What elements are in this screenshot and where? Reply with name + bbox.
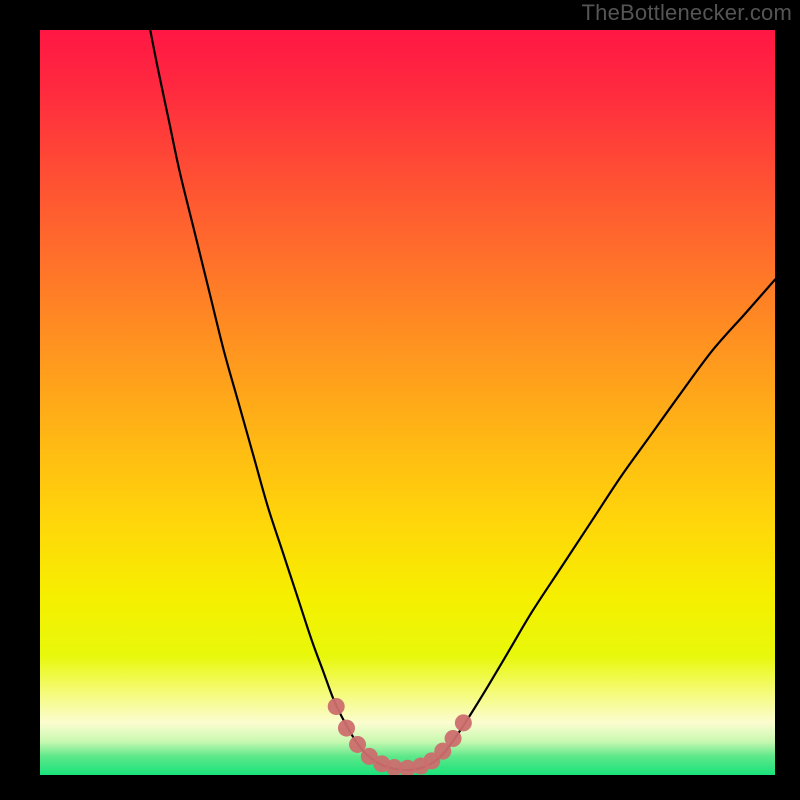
- chart-background: [40, 30, 775, 775]
- chart-svg: [40, 30, 775, 775]
- plot-area: [40, 30, 775, 775]
- stage: TheBottlenecker.com: [0, 0, 800, 800]
- highlight-marker: [338, 720, 355, 737]
- highlight-marker: [445, 730, 462, 747]
- highlight-marker: [328, 698, 345, 715]
- watermark-text: TheBottlenecker.com: [582, 0, 792, 26]
- highlight-marker: [455, 714, 472, 731]
